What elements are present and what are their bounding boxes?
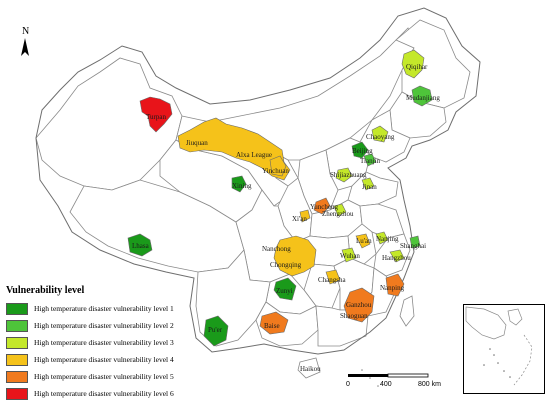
region-nanchong-chongqing <box>273 235 317 277</box>
region-shijiazhuang <box>335 167 353 183</box>
region-xining <box>231 175 247 193</box>
region-shanghai <box>409 235 421 249</box>
label-qiqihar: Qiqihar <box>406 63 428 71</box>
label-yuncheng: Yuncheng <box>310 203 338 211</box>
region-yuncheng <box>313 197 331 215</box>
legend: Vulnerability level High temperature dis… <box>6 285 196 402</box>
scale-tick-800: 800 km <box>418 381 441 388</box>
region-puer <box>203 315 229 347</box>
label-turpan: Turpan <box>146 113 166 121</box>
region-changsha <box>325 269 341 285</box>
legend-label: High temperature disaster vulnerability … <box>34 321 174 330</box>
legend-item: High temperature disaster vulnerability … <box>6 351 196 368</box>
region-chaoyang <box>371 125 389 143</box>
label-chaoyang: Chaoyang <box>366 133 395 141</box>
legend-item: High temperature disaster vulnerability … <box>6 300 196 317</box>
region-hangzhou <box>389 249 405 263</box>
region-nanjing <box>375 231 389 245</box>
region-luan <box>355 233 371 249</box>
label-puer: Pu'er <box>208 326 223 334</box>
region-zhengzhou <box>333 203 347 217</box>
legend-label: High temperature disaster vulnerability … <box>34 304 174 313</box>
label-beijing: Beijing <box>352 147 373 155</box>
label-yinchuan: Yinchuan <box>262 167 289 175</box>
region-nanping <box>385 273 405 297</box>
region-ganzhou-shaoguan <box>343 287 375 323</box>
legend-label: High temperature disaster vulnerability … <box>34 338 174 347</box>
region-jiuquan-alxa <box>177 117 291 181</box>
label-xian: Xi'an <box>292 215 307 223</box>
legend-swatch <box>6 353 28 366</box>
label-ganzhou: Ganzhou <box>346 301 372 309</box>
south-china-sea-inset <box>463 304 545 394</box>
legend-item: High temperature disaster vulnerability … <box>6 368 196 385</box>
label-tianjin: Tianjin <box>360 157 380 165</box>
region-baise <box>259 311 289 335</box>
legend-swatch <box>6 302 28 315</box>
label-lhasa: Lhasa <box>132 242 150 250</box>
scale-bar: 0 400 800 km <box>344 372 444 400</box>
legend-swatch <box>6 336 28 349</box>
north-label: N <box>22 26 29 37</box>
legend-label: High temperature disaster vulnerability … <box>34 355 174 364</box>
region-qiqihar <box>401 49 425 79</box>
legend-title: Vulnerability level <box>6 285 85 296</box>
label-luan: Lu'an <box>356 237 372 245</box>
legend-label: High temperature disaster vulnerability … <box>34 372 174 381</box>
label-chongqing: Chongqing <box>270 261 302 269</box>
label-jinan: Jinan <box>362 183 377 191</box>
label-shanghai: Shanghai <box>400 242 426 250</box>
national-boundary <box>35 7 481 355</box>
label-xining: Xining <box>232 182 252 190</box>
region-lhasa <box>127 233 153 257</box>
region-turpan <box>139 96 173 133</box>
label-changsha: Changsha <box>318 276 347 284</box>
legend-swatch <box>6 319 28 332</box>
region-zunyi <box>273 277 297 301</box>
legend-item: High temperature disaster vulnerability … <box>6 334 196 351</box>
region-yinchuan <box>269 155 287 177</box>
label-nanjing: Nanjing <box>376 235 399 243</box>
scale-tick-0: 0 <box>346 381 350 388</box>
label-wuhan: Wuhan <box>340 252 360 260</box>
label-shijiazhuang: Shijiazhuang <box>330 171 367 179</box>
region-jinan <box>361 177 375 191</box>
label-zunyi: Zunyi <box>276 287 293 295</box>
region-mudanjiang <box>411 85 433 107</box>
region-beijing <box>351 141 369 159</box>
north-arrow-icon <box>21 38 29 56</box>
city-labels: Turpan Jiuquan Alxa League Yinchuan Xini… <box>132 63 440 373</box>
label-shaoguan: Shaoguan <box>340 312 368 320</box>
legend-swatch <box>6 370 28 383</box>
city-regions <box>127 49 433 347</box>
legend-item: High temperature disaster vulnerability … <box>6 385 196 402</box>
north-arrow: N <box>14 24 36 64</box>
label-alxa: Alxa League <box>236 151 272 159</box>
scale-tick-400: 400 <box>380 381 392 388</box>
island-marks <box>361 369 379 387</box>
label-jiuquan: Jiuquan <box>186 139 208 147</box>
legend-item: High temperature disaster vulnerability … <box>6 317 196 334</box>
region-xian <box>299 209 311 223</box>
label-baise: Baise <box>264 322 280 330</box>
legend-swatch <box>6 387 28 400</box>
legend-label: High temperature disaster vulnerability … <box>34 389 174 398</box>
label-zhengzhou: Zhengzhou <box>322 210 354 218</box>
label-hangzhou: Hangzhou <box>382 254 411 262</box>
region-wuhan <box>341 247 357 263</box>
label-haikou: Haikou <box>300 365 321 373</box>
label-mudanjiang: Mudanjiang <box>406 94 440 102</box>
label-nanchong: Nanchong <box>262 245 291 253</box>
label-nanping: Nanping <box>380 284 405 292</box>
region-tianjin <box>363 153 377 167</box>
